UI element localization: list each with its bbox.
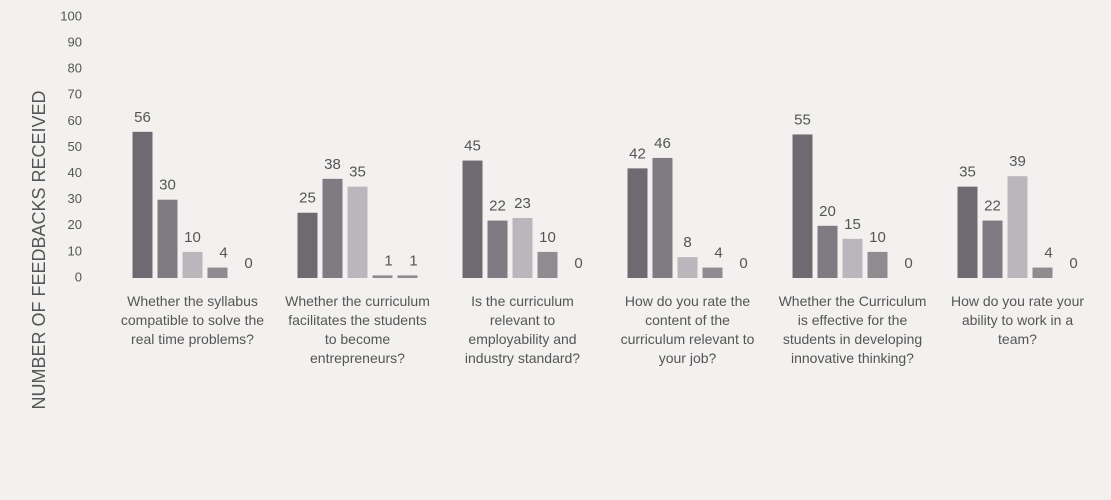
bar — [157, 199, 178, 278]
x-tick-label: How do you rate your ability to work in … — [950, 293, 1085, 347]
data-label: 0 — [1069, 255, 1077, 272]
y-tick-label: 0 — [75, 269, 82, 284]
bar — [957, 186, 978, 278]
bar — [397, 275, 418, 278]
x-tick-label: Whether the syllabus compatible to solve… — [120, 293, 265, 347]
y-tick-label: 40 — [68, 165, 82, 180]
bar — [982, 220, 1003, 278]
data-label: 8 — [683, 234, 691, 251]
data-label: 23 — [514, 195, 531, 212]
bar — [347, 186, 368, 278]
data-label: 30 — [159, 177, 176, 194]
y-tick-label: 30 — [68, 191, 82, 206]
y-axis-title: NUMBER OF FEEDBACKS RECEIVED — [29, 90, 49, 409]
bar — [462, 160, 483, 278]
data-label: 45 — [464, 138, 481, 155]
data-label: 42 — [629, 145, 646, 162]
data-label: 1 — [384, 252, 392, 269]
bar — [537, 251, 558, 278]
data-label: 10 — [539, 229, 556, 246]
bar — [842, 238, 863, 278]
data-label: 1 — [409, 252, 417, 269]
bar — [1007, 176, 1028, 278]
bar — [627, 168, 648, 278]
bar — [322, 178, 343, 278]
bar — [207, 267, 228, 278]
bar — [817, 225, 838, 278]
bar — [867, 251, 888, 278]
data-label: 4 — [1044, 245, 1052, 262]
x-tick-label: Whether the Curriculum is effective for … — [778, 293, 927, 366]
bar — [487, 220, 508, 278]
x-tick-label: Whether the curriculum facilitates the s… — [285, 293, 430, 366]
data-label: 46 — [654, 135, 671, 152]
data-label: 15 — [844, 216, 861, 233]
data-label: 4 — [219, 245, 227, 262]
y-tick-label: 20 — [68, 217, 82, 232]
data-label: 25 — [299, 190, 316, 207]
y-tick-label: 10 — [68, 243, 82, 258]
y-tick-label: 80 — [68, 61, 82, 76]
data-label: 0 — [739, 255, 747, 272]
bar — [132, 131, 153, 278]
bar — [372, 275, 393, 278]
data-label: 20 — [819, 203, 836, 220]
data-label: 39 — [1009, 153, 1026, 170]
data-label: 35 — [959, 164, 976, 181]
data-label: 55 — [794, 111, 811, 128]
data-label: 0 — [244, 255, 252, 272]
bar — [512, 217, 533, 278]
y-tick-label: 60 — [68, 113, 82, 128]
y-tick-label: 90 — [68, 35, 82, 50]
data-label: 22 — [984, 198, 1001, 215]
data-label: 4 — [714, 245, 722, 262]
data-label: 22 — [489, 198, 506, 215]
bar — [182, 251, 203, 278]
bar — [702, 267, 723, 278]
data-label: 0 — [574, 255, 582, 272]
data-label: 0 — [904, 255, 912, 272]
x-tick-label: Is the curriculum relevant to employabil… — [464, 293, 581, 366]
bar — [297, 212, 318, 278]
data-label: 35 — [349, 164, 366, 181]
data-label: 10 — [869, 229, 886, 246]
y-tick-label: 100 — [60, 8, 82, 23]
bar — [652, 157, 673, 278]
x-tick-label: How do you rate the content of the curri… — [620, 293, 755, 366]
data-label: 38 — [324, 156, 341, 173]
bar — [792, 134, 813, 278]
data-label: 10 — [184, 229, 201, 246]
bar — [1032, 267, 1053, 278]
data-label: 56 — [134, 109, 151, 126]
bar — [677, 257, 698, 278]
y-tick-label: 70 — [68, 87, 82, 102]
y-tick-label: 50 — [68, 139, 82, 154]
